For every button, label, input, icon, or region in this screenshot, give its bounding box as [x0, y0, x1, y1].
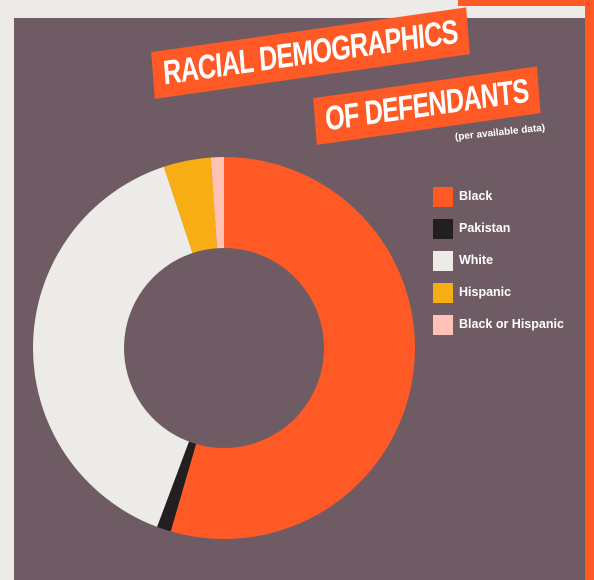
legend-label: White — [459, 253, 494, 267]
donut-slice-black-or-hispanic — [210, 157, 224, 249]
donut-slice-white — [32, 166, 193, 527]
legend-swatch — [433, 187, 453, 207]
legend-label: Black — [459, 189, 493, 203]
top-accent-bar — [458, 0, 594, 6]
legend-swatch — [433, 219, 453, 239]
legend-swatch — [433, 315, 453, 335]
donut-slice-pakistan — [157, 441, 197, 532]
right-accent-strip — [585, 6, 594, 580]
donut-slice-hispanic — [163, 157, 218, 254]
donut-slice-black — [170, 157, 416, 539]
legend-swatch — [433, 251, 453, 271]
legend-label: Black or Hispanic — [459, 317, 564, 331]
legend-swatch — [433, 283, 453, 303]
legend-label: Hispanic — [459, 285, 512, 299]
legend-label: Pakistan — [459, 221, 511, 235]
